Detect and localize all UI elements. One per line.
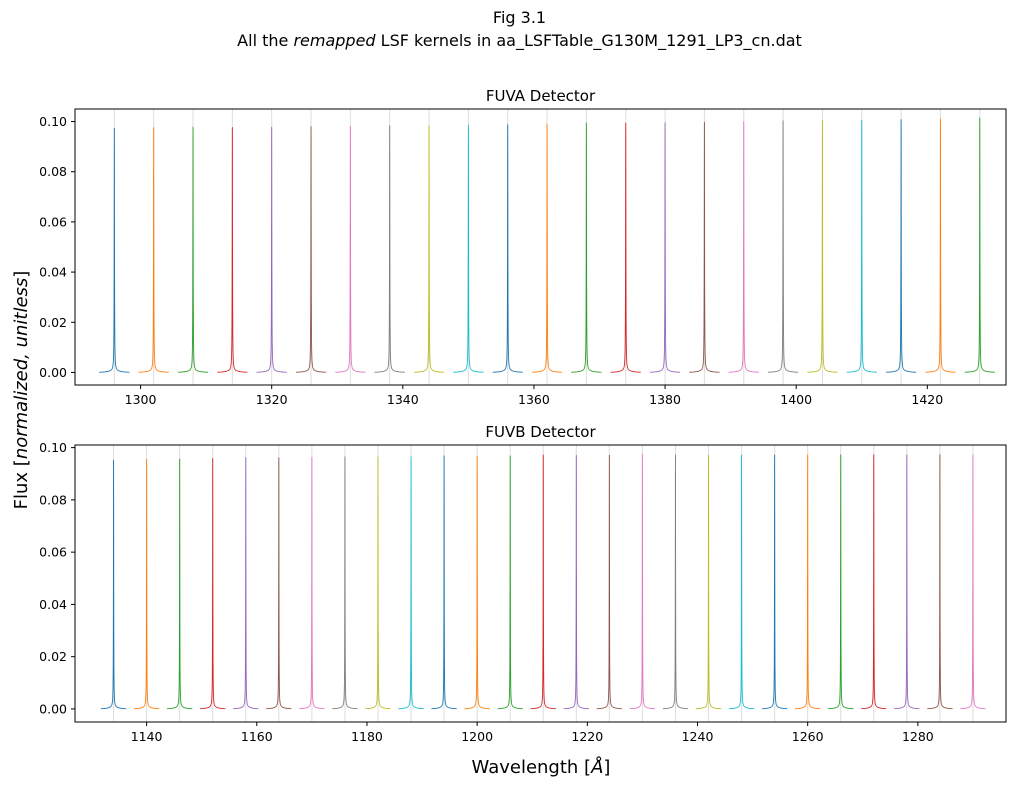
y-axis-label-suffix: ]: [11, 271, 32, 278]
x-tick-label: 1420: [911, 392, 943, 407]
lsf-kernel-line: [335, 125, 366, 373]
lsf-kernel-line: [807, 120, 838, 373]
subtitle-emphasis: remapped: [293, 31, 376, 50]
lsf-kernel-line: [332, 456, 358, 710]
subplot-title: FUVA Detector: [486, 87, 596, 105]
y-tick-label: 0.08: [39, 164, 67, 179]
lsf-kernel-line: [431, 455, 457, 710]
y-tick-label: 0.02: [39, 315, 67, 330]
y-tick-label: 0.00: [39, 365, 67, 380]
x-tick-label: 1280: [902, 729, 934, 744]
lsf-kernel-line: [571, 122, 602, 373]
lsf-kernel-line: [217, 127, 248, 373]
lsf-kernel-line: [200, 458, 226, 710]
x-axis-label-suffix: ]: [603, 757, 610, 778]
lsf-kernel-line: [177, 126, 209, 373]
lsf-kernel-line: [689, 121, 720, 373]
x-tick-label: 1160: [241, 729, 273, 744]
x-tick-label: 1220: [571, 729, 603, 744]
subplot-title: FUVB Detector: [485, 423, 596, 441]
lsf-kernel-line: [398, 456, 424, 710]
lsf-kernel-line: [964, 117, 995, 373]
lsf-kernel-line: [531, 123, 563, 373]
y-tick-label: 0.06: [39, 214, 67, 229]
lsf-kernel-line: [695, 454, 722, 710]
lsf-kernel-line: [299, 457, 325, 710]
y-axis-label-emphasis: normalized, unitless: [11, 278, 32, 460]
x-axis-label-prefix: Wavelength [: [472, 757, 592, 778]
lsf-kernel-line: [662, 454, 689, 710]
lsf-kernel-line: [256, 126, 287, 373]
lsf-kernel-line: [374, 124, 405, 373]
x-tick-label: 1240: [682, 729, 714, 744]
lsf-kernel-line: [530, 454, 556, 710]
y-tick-label: 0.10: [39, 440, 67, 455]
lsf-kernel-line: [99, 127, 130, 373]
y-tick-label: 0.00: [39, 701, 67, 716]
x-tick-label: 1380: [649, 392, 681, 407]
y-axis-label-prefix: Flux [: [11, 459, 32, 509]
lsf-kernel-line: [767, 120, 799, 373]
subplot-2: 1140 1160 1180 1200 1220 1240 1260 1280 0.00 0.02…: [39, 423, 1007, 744]
x-axis-label-emphasis: Å: [590, 756, 603, 778]
lsf-kernel-line: [894, 454, 920, 710]
lsf-kernel-line: [925, 118, 956, 373]
lsf-kernel-line: [610, 122, 641, 373]
y-axis-label: Flux [normalized, unitless]: [11, 271, 32, 510]
lsf-kernel-line: [365, 456, 391, 710]
lsf-kernel-line: [295, 126, 327, 373]
lsf-kernel-line: [464, 455, 490, 710]
lsf-kernel-line: [453, 124, 484, 373]
lsf-kernel-line: [133, 458, 160, 710]
lsf-kernel-line: [233, 457, 259, 710]
subtitle-suffix: LSF kernels in aa_LSFTable_G130M_1291_LP…: [375, 31, 802, 50]
lsf-kernel-line: [886, 119, 917, 373]
x-axis-label: Wavelength [Å]: [472, 756, 611, 778]
lsf-kernel-line: [492, 124, 523, 373]
figure-subtitle: All the remapped LSF kernels in aa_LSFTa…: [0, 31, 1014, 51]
lsf-kernel-line: [138, 127, 169, 373]
x-tick-label: 1300: [125, 392, 157, 407]
lsf-kernel-line: [629, 453, 656, 710]
x-tick-label: 1140: [131, 729, 163, 744]
lsf-kernel-line: [649, 122, 681, 373]
lsf-kernel-line: [828, 454, 854, 710]
lsf-kernel-line: [960, 454, 986, 710]
lsf-kernel-line: [563, 455, 589, 710]
y-tick-label: 0.10: [39, 114, 67, 129]
lsf-kernel-line: [861, 454, 887, 710]
x-tick-label: 1400: [780, 392, 812, 407]
x-tick-label: 1360: [518, 392, 550, 407]
lsf-kernel-line: [413, 125, 445, 373]
lsf-kernel-line: [846, 119, 877, 373]
y-tick-label: 0.08: [39, 492, 67, 507]
plot-frame: [74, 108, 1007, 386]
lsf-kernel-line: [728, 121, 759, 373]
x-tick-label: 1340: [387, 392, 419, 407]
lsf-kernel-line: [596, 455, 623, 710]
lsf-kernel-line: [728, 454, 755, 710]
y-tick-label: 0.02: [39, 649, 67, 664]
lsf-kernel-line: [100, 459, 127, 710]
subplot-1: 1300 1320 1340 1360 1380 1400 1420 0.00 0.02 0.04…: [39, 87, 1007, 407]
x-tick-label: 1260: [792, 729, 824, 744]
figure-title: Fig 3.1: [492, 8, 547, 27]
lsf-kernel-line: [794, 454, 821, 710]
y-tick-label: 0.04: [39, 597, 67, 612]
x-tick-label: 1200: [461, 729, 493, 744]
lsf-kernel-line: [497, 455, 523, 710]
y-tick-label: 0.06: [39, 545, 67, 560]
lsf-kernel-line: [266, 457, 292, 710]
x-tick-label: 1180: [351, 729, 383, 744]
lsf-kernel-line: [166, 458, 193, 710]
lsf-kernel-line: [927, 454, 953, 710]
y-tick-label: 0.04: [39, 265, 67, 280]
subtitle-prefix: All the: [237, 31, 294, 50]
x-tick-label: 1320: [256, 392, 288, 407]
plot-frame: [74, 444, 1007, 723]
lsf-kernel-line: [761, 454, 788, 710]
